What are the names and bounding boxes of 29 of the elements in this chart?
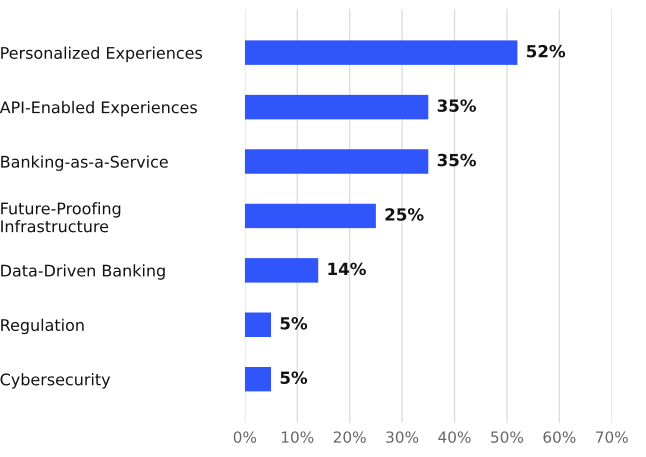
x-tick-label: 20% xyxy=(334,431,366,443)
x-tick-label: 0% xyxy=(234,431,256,443)
bar xyxy=(244,204,376,228)
y-tick-label: Personalized Experiences xyxy=(1,46,202,62)
data-label: 5% xyxy=(280,317,308,330)
data-label: 14% xyxy=(328,262,366,276)
bar xyxy=(244,258,318,283)
y-tick-label: API-Enabled Experiences xyxy=(0,101,197,116)
bar xyxy=(244,312,272,338)
bar xyxy=(244,94,428,120)
y-tick-label: Cybersecurity xyxy=(0,373,110,389)
data-label: 25% xyxy=(386,208,424,221)
bar xyxy=(244,149,428,174)
y-tick-label: Data-Driven Banking xyxy=(1,264,165,280)
x-tick-label: 50% xyxy=(491,431,524,443)
bar xyxy=(244,366,272,392)
data-label: 35% xyxy=(438,154,476,166)
y-tick-label: Banking-as-a-Service xyxy=(1,155,168,171)
bar xyxy=(244,40,518,65)
data-label: 35% xyxy=(438,99,476,112)
y-tick-label: Regulation xyxy=(1,318,84,334)
data-label: 52% xyxy=(527,44,566,58)
x-tick-label: 30% xyxy=(386,431,418,443)
x-tick-label: 40% xyxy=(438,431,471,443)
x-tick-label: 10% xyxy=(282,431,314,443)
y-tick-label: Future-Proofing Infrastructure xyxy=(1,202,120,232)
x-tick-label: 60% xyxy=(543,431,576,443)
data-label: 5% xyxy=(280,371,308,384)
x-tick-label: 70% xyxy=(596,431,628,443)
